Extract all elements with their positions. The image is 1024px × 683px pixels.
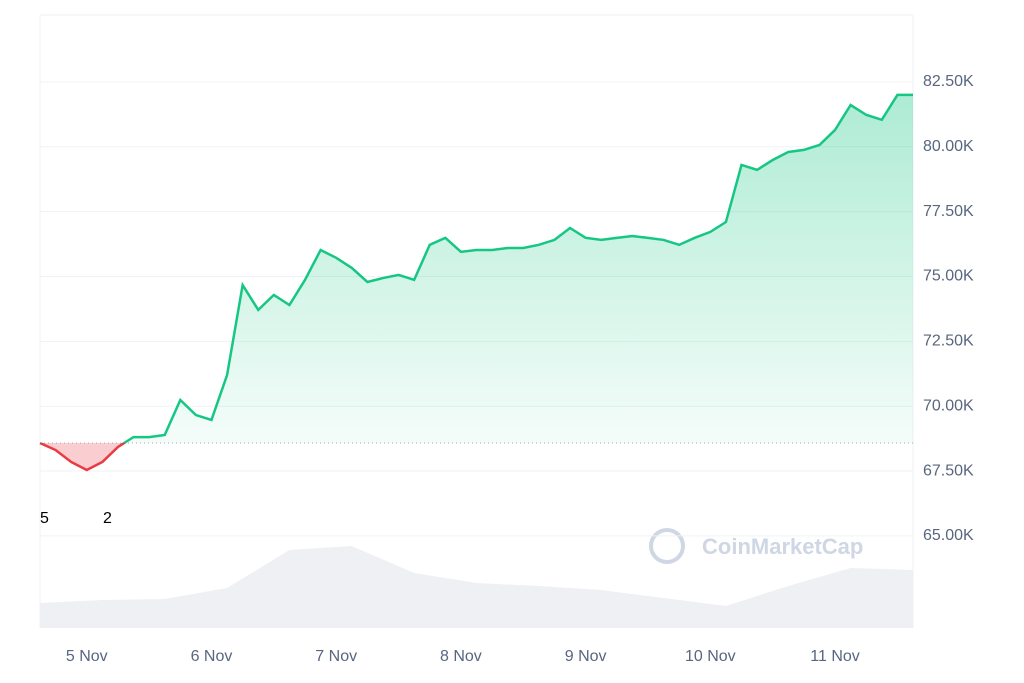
- y-tick-label: 77.50K: [923, 203, 974, 220]
- y-tick-label: 80.00K: [923, 138, 974, 155]
- y-tick-label: 70.00K: [923, 397, 974, 414]
- x-tick-label: 6 Nov: [191, 648, 233, 665]
- y-tick-label: 82.50K: [923, 73, 974, 90]
- y-tick-label: 65.00K: [923, 527, 974, 544]
- annotation: 2: [103, 510, 112, 527]
- area-down: [40, 443, 125, 471]
- annotation: 5: [40, 510, 49, 527]
- watermark-logo: [649, 528, 685, 564]
- x-tick-label: 7 Nov: [315, 648, 357, 665]
- area-up: [40, 94, 913, 444]
- watermark-text: CoinMarketCap: [702, 534, 863, 559]
- watermark: CoinMarketCap: [649, 528, 863, 564]
- x-tick-label: 8 Nov: [440, 648, 482, 665]
- y-tick-label: 75.00K: [923, 268, 974, 285]
- price-line-up: [39, 93, 913, 444]
- x-tick-label: 11 Nov: [810, 648, 860, 665]
- x-tick-label: 10 Nov: [685, 648, 736, 665]
- volume-area: [40, 546, 913, 628]
- y-tick-label: 72.50K: [923, 333, 974, 350]
- y-tick-label: 67.50K: [923, 462, 974, 479]
- x-tick-label: 9 Nov: [565, 648, 607, 665]
- x-tick-label: 5 Nov: [66, 648, 108, 665]
